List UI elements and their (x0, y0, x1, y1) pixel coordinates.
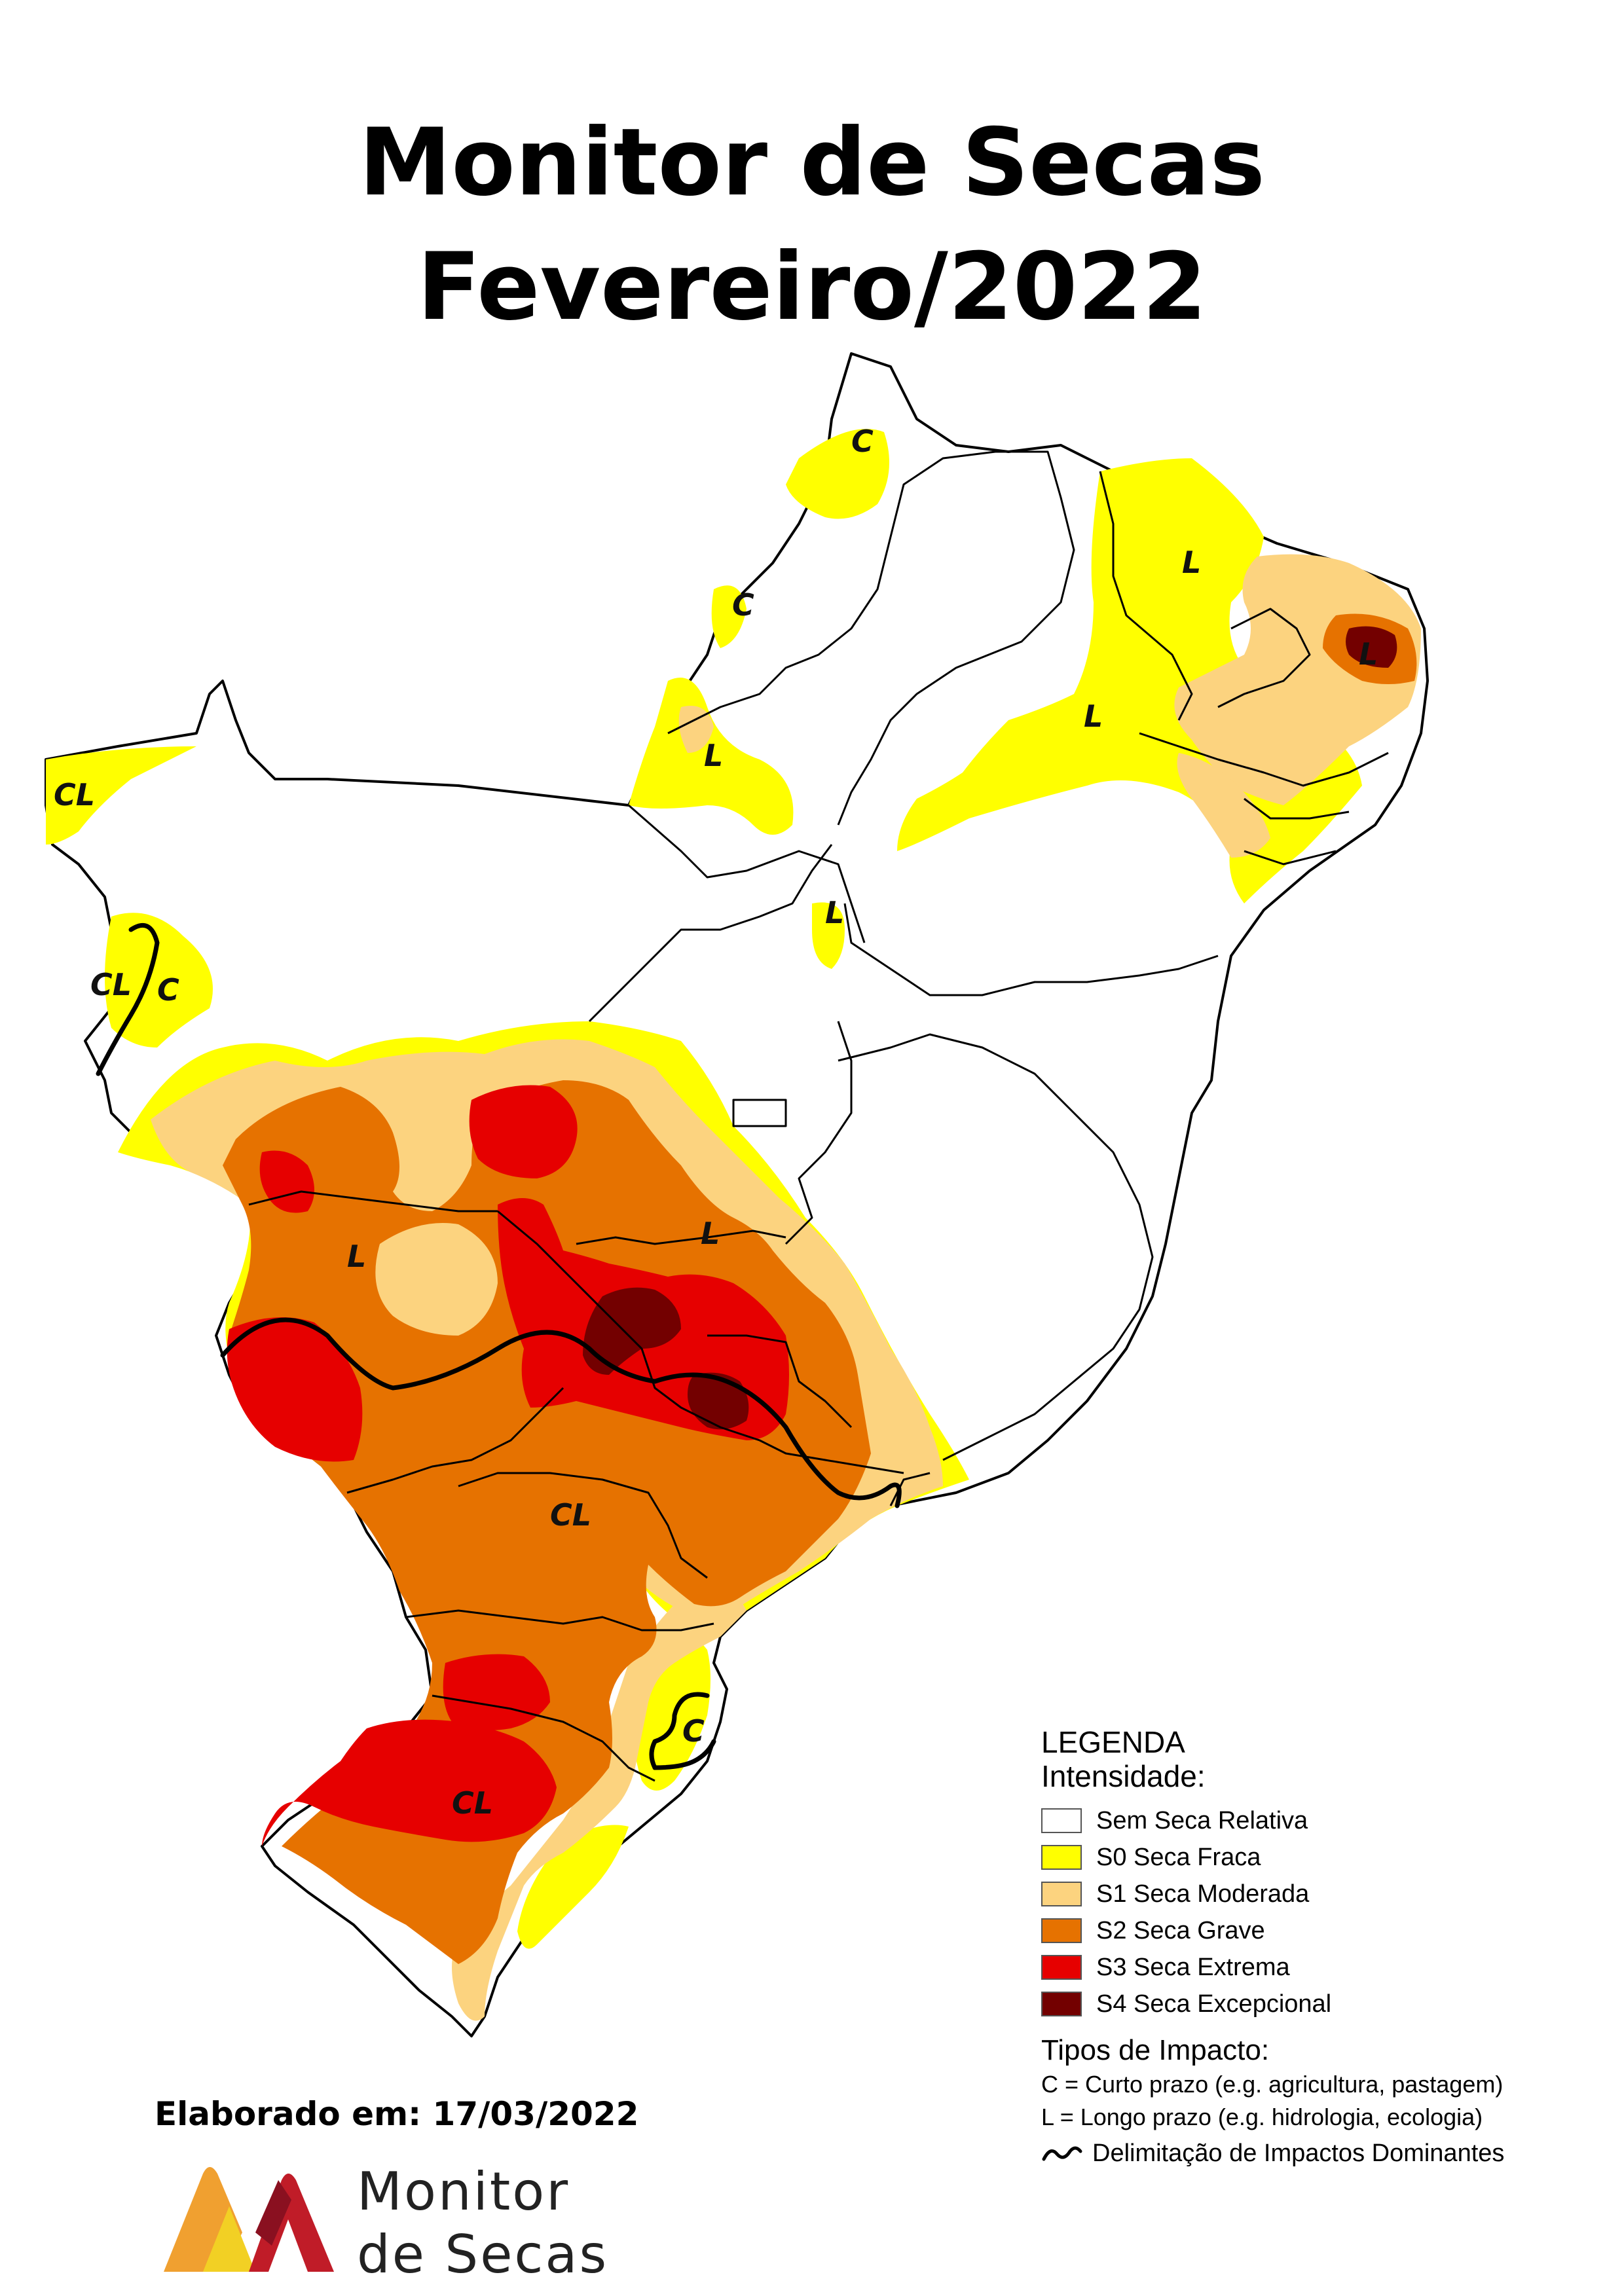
legend: LEGENDA Intensidade: Sem Seca Relativa S… (1041, 1725, 1604, 2173)
legend-impact-line: Delimitação de Impactos Dominantes (1041, 2134, 1604, 2173)
impact-label-pr: CL (550, 1497, 591, 1533)
impact-label-ro-cl: CL (90, 967, 132, 1002)
logo-text-line2: de Secas (357, 2224, 609, 2285)
legend-swatch-s4 (1041, 1992, 1082, 2016)
legend-subtitle: Intensidade: (1041, 1759, 1206, 1793)
monitor-de-secas-logo (164, 2167, 334, 2272)
legend-item: S3 Seca Extrema (1041, 1949, 1604, 1986)
impact-label-ce: L (1182, 545, 1201, 580)
legend-impact-title: Tipos de Impacto: (1041, 2034, 1270, 2066)
legend-swatch-none (1041, 1808, 1082, 1833)
impact-label-ro-c: C (157, 972, 179, 1008)
legend-title: LEGENDA (1041, 1725, 1185, 1759)
legend-label: Sem Seca Relativa (1096, 1806, 1308, 1834)
map-title: Monitor de Secas (358, 109, 1265, 217)
s4-regions (583, 626, 1397, 1430)
legend-swatch-s0 (1041, 1845, 1082, 1870)
impact-label-ms: L (347, 1239, 366, 1274)
elaboration-date: Elaborado em: 17/03/2022 (155, 2095, 639, 2133)
legend-swatch-s1 (1041, 1882, 1082, 1906)
legend-impact-line-label: Delimitação de Impactos Dominantes (1092, 2140, 1505, 2167)
impact-label-go: L (701, 1216, 720, 1251)
legend-item: S1 Seca Moderada (1041, 1876, 1604, 1912)
map-subtitle: Fevereiro/2022 (416, 233, 1208, 341)
impact-label-ap: C (851, 424, 874, 459)
logo-wordmark: Monitor de Secas (357, 2160, 608, 2286)
impact-label-rs: CL (452, 1785, 493, 1821)
legend-impact-short: C = Curto prazo (e.g. agricultura, pasta… (1041, 2071, 1504, 2098)
impact-lines (96, 922, 902, 1770)
legend-impact-long: L = Longo prazo (e.g. hidrologia, ecolog… (1041, 2104, 1483, 2130)
impact-label-ac: CL (54, 777, 95, 812)
impact-label-sc: C (682, 1713, 705, 1749)
legend-label: S2 Seca Grave (1096, 1916, 1265, 1944)
legend-item: S2 Seca Grave (1041, 1912, 1604, 1949)
impact-label-to: L (825, 895, 844, 930)
legend-item: Sem Seca Relativa (1041, 1802, 1604, 1839)
impact-label-pb: L (1359, 636, 1378, 672)
legend-swatch-s2 (1041, 1918, 1082, 1943)
impact-label-ma-l: L (704, 738, 723, 773)
logo-text-line1: Monitor (357, 2161, 570, 2222)
state-boundaries (248, 450, 1389, 1782)
legend-label: S0 Seca Fraca (1096, 1843, 1261, 1871)
legend-label: S4 Seca Excepcional (1096, 1990, 1332, 2018)
legend-item: S4 Seca Excepcional (1041, 1986, 1604, 2022)
impact-label-pi: L (1084, 699, 1103, 734)
legend-item: S0 Seca Fraca (1041, 1839, 1604, 1876)
impact-label-ma-c: C (732, 587, 754, 623)
impact-line-icon (1042, 2146, 1082, 2161)
legend-label: S1 Seca Moderada (1096, 1880, 1310, 1908)
legend-swatch-s3 (1041, 1955, 1082, 1980)
legend-label: S3 Seca Extrema (1096, 1953, 1290, 1981)
impact-labels: C C L L L L L CL CL C L L CL C CL (54, 424, 1378, 1821)
